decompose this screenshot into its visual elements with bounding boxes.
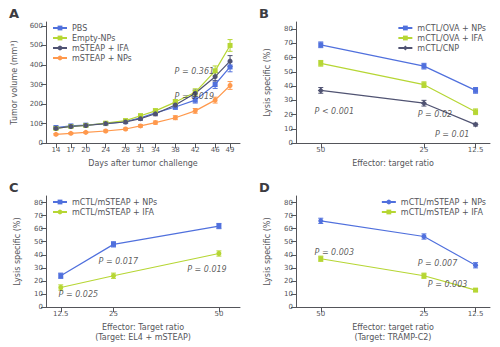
svg-text:P = 0.017: P = 0.017 xyxy=(99,257,139,266)
svg-text:70: 70 xyxy=(34,212,43,220)
svg-text:12.5: 12.5 xyxy=(468,310,484,318)
svg-text:mCTL/mSTEAP + NPs: mCTL/mSTEAP + NPs xyxy=(72,198,157,207)
svg-text:A: A xyxy=(9,6,19,21)
svg-text:30: 30 xyxy=(284,96,293,104)
svg-text:20: 20 xyxy=(81,146,90,154)
svg-text:P = 0.01: P = 0.01 xyxy=(435,130,469,139)
svg-text:P = 0.003: P = 0.003 xyxy=(428,280,468,289)
svg-text:20: 20 xyxy=(284,111,293,119)
svg-text:B: B xyxy=(259,6,269,21)
svg-text:12.5: 12.5 xyxy=(468,146,484,154)
svg-text:60: 60 xyxy=(34,225,43,233)
svg-text:20: 20 xyxy=(284,277,293,285)
svg-text:Effector: target ratio: Effector: target ratio xyxy=(352,323,434,332)
svg-text:0: 0 xyxy=(289,303,293,311)
svg-text:42: 42 xyxy=(191,146,200,154)
svg-text:P = 0.007: P = 0.007 xyxy=(418,259,458,268)
svg-text:mCTL/mSTEAP + IFA: mCTL/mSTEAP + IFA xyxy=(72,208,155,217)
svg-text:mCTL/mSTEAP + IFA: mCTL/mSTEAP + IFA xyxy=(401,208,484,217)
svg-text:60: 60 xyxy=(284,225,293,233)
svg-text:12.5: 12.5 xyxy=(53,310,69,318)
svg-text:PBS: PBS xyxy=(72,24,87,33)
svg-text:70: 70 xyxy=(284,212,293,220)
svg-text:14: 14 xyxy=(51,146,60,154)
svg-text:40: 40 xyxy=(284,251,293,259)
svg-text:200: 200 xyxy=(30,100,43,108)
svg-text:mCTL/mSTEAP + NPs: mCTL/mSTEAP + NPs xyxy=(401,198,486,207)
svg-text:mSTEAP + IFA: mSTEAP + IFA xyxy=(72,44,129,53)
svg-text:100: 100 xyxy=(30,120,43,128)
svg-text:30: 30 xyxy=(34,264,43,272)
svg-text:25: 25 xyxy=(109,310,118,318)
svg-text:20: 20 xyxy=(34,277,43,285)
svg-text:P = 0.019: P = 0.019 xyxy=(187,265,227,274)
svg-text:mCTL/OVA + IFA: mCTL/OVA + IFA xyxy=(417,34,483,43)
svg-text:P < 0.001: P < 0.001 xyxy=(315,107,355,116)
svg-text:50: 50 xyxy=(214,310,223,318)
svg-text:P = 0.361: P = 0.361 xyxy=(175,67,215,76)
svg-text:80: 80 xyxy=(34,199,43,207)
svg-text:Days after tumor challenge: Days after tumor challenge xyxy=(88,159,198,168)
svg-text:Lysis specific (%): Lysis specific (%) xyxy=(13,217,22,285)
svg-text:80: 80 xyxy=(284,25,293,33)
svg-text:C: C xyxy=(9,180,19,195)
svg-text:80: 80 xyxy=(284,199,293,207)
svg-text:10: 10 xyxy=(284,290,293,298)
svg-text:38: 38 xyxy=(171,146,180,154)
svg-text:0: 0 xyxy=(39,139,43,147)
svg-text:Lysis specific (%): Lysis specific (%) xyxy=(263,217,272,285)
svg-text:(Target: EL4 + mSTEAP): (Target: EL4 + mSTEAP) xyxy=(95,333,191,342)
svg-text:50: 50 xyxy=(284,238,293,246)
svg-text:40: 40 xyxy=(34,251,43,259)
svg-text:46: 46 xyxy=(211,146,220,154)
svg-text:P = 0.025: P = 0.025 xyxy=(59,290,99,299)
svg-text:mSTEAP + NPs: mSTEAP + NPs xyxy=(72,54,132,63)
svg-text:50: 50 xyxy=(284,68,293,76)
svg-text:mCTL/OVA + NPs: mCTL/OVA + NPs xyxy=(417,24,486,33)
svg-text:(Target: TRAMP-C2): (Target: TRAMP-C2) xyxy=(355,333,432,342)
svg-text:Lysis specific (%): Lysis specific (%) xyxy=(263,48,272,116)
svg-text:25: 25 xyxy=(419,146,428,154)
svg-text:50: 50 xyxy=(34,238,43,246)
svg-text:Tumor volume (mm³): Tumor volume (mm³) xyxy=(10,40,19,125)
svg-text:10: 10 xyxy=(34,290,43,298)
svg-text:70: 70 xyxy=(284,39,293,47)
svg-text:0: 0 xyxy=(289,139,293,147)
svg-text:34: 34 xyxy=(151,146,160,154)
svg-text:300: 300 xyxy=(30,81,43,89)
svg-text:P = 0.003: P = 0.003 xyxy=(315,248,355,257)
svg-text:D: D xyxy=(259,180,270,195)
svg-text:P = 0.019: P = 0.019 xyxy=(175,92,215,101)
svg-text:Empty-NPs: Empty-NPs xyxy=(72,34,115,43)
svg-text:60: 60 xyxy=(284,54,293,62)
svg-text:31: 31 xyxy=(136,146,145,154)
svg-text:Effector: Target ratio: Effector: Target ratio xyxy=(102,323,184,332)
svg-text:600: 600 xyxy=(30,22,43,30)
svg-text:0: 0 xyxy=(39,303,43,311)
svg-text:24: 24 xyxy=(101,146,110,154)
svg-text:50: 50 xyxy=(316,146,325,154)
svg-text:50: 50 xyxy=(316,310,325,318)
svg-text:P = 0.02: P = 0.02 xyxy=(418,110,452,119)
svg-text:28: 28 xyxy=(121,146,130,154)
svg-text:500: 500 xyxy=(30,41,43,49)
svg-text:Effector: target ratio: Effector: target ratio xyxy=(352,159,434,168)
svg-text:25: 25 xyxy=(419,310,428,318)
svg-text:400: 400 xyxy=(30,61,43,69)
svg-text:49: 49 xyxy=(226,146,235,154)
svg-text:10: 10 xyxy=(284,125,293,133)
svg-text:40: 40 xyxy=(284,82,293,90)
svg-text:mCTL/CNP: mCTL/CNP xyxy=(417,44,459,53)
svg-text:30: 30 xyxy=(284,264,293,272)
svg-text:17: 17 xyxy=(66,146,75,154)
